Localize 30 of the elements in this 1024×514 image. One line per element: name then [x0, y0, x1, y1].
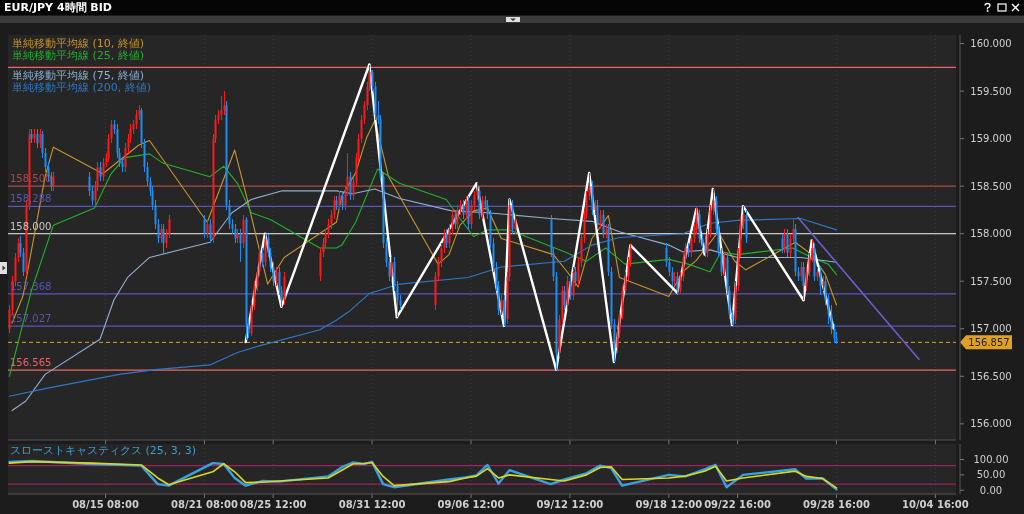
y-tick-label: 156.500 [970, 370, 1012, 382]
y-tick-label: 159.000 [970, 133, 1012, 145]
text: 単純移動平均線 (75, 終値) [12, 69, 145, 83]
ref-line-label: 156.857 [968, 337, 1010, 349]
ref-line-label: 156.565 [10, 357, 52, 369]
x-tick-label: 08/31 12:00 [338, 499, 406, 510]
text: 単純移動平均線 (25, 終値) [12, 49, 145, 62]
x-tick-label: 08/15 08:00 [72, 499, 139, 510]
y-tick-label: 157.500 [970, 275, 1012, 287]
text: 単純移動平均線 (200, 終値) [12, 81, 152, 95]
x-tick-label: 10/04 16:00 [901, 499, 969, 510]
y-tick-label: 50.00 [976, 469, 1006, 481]
x-tick-label: 09/12 12:00 [536, 499, 604, 510]
y-tick-label: 158.500 [970, 180, 1012, 192]
x-tick-label: 08/21 08:00 [171, 499, 238, 510]
y-tick-label: 0.00 [979, 484, 1003, 496]
y-tick-label: 159.500 [970, 85, 1012, 97]
y-tick-label: 156.000 [970, 418, 1012, 430]
y-tick-label: 100.00 [973, 453, 1009, 465]
text: 単純移動平均線 (10, 終値) [12, 37, 145, 50]
chart-title: スローストキャスティクス (25, 3, 3) [10, 444, 197, 457]
x-tick-label: 08/25 12:00 [239, 499, 307, 510]
y-tick-label: 158.000 [970, 228, 1012, 240]
x-tick-label: 09/06 12:00 [437, 499, 505, 510]
y-tick-label: 157.000 [970, 323, 1012, 335]
chart-title: EUR/JPY 4時間 BID [4, 1, 112, 14]
x-tick-label: 09/18 12:00 [635, 499, 703, 510]
x-tick-label: 09/22 16:00 [704, 499, 771, 510]
x-tick-label: 09/28 16:00 [803, 499, 870, 510]
y-tick-label: 160.000 [970, 38, 1012, 50]
